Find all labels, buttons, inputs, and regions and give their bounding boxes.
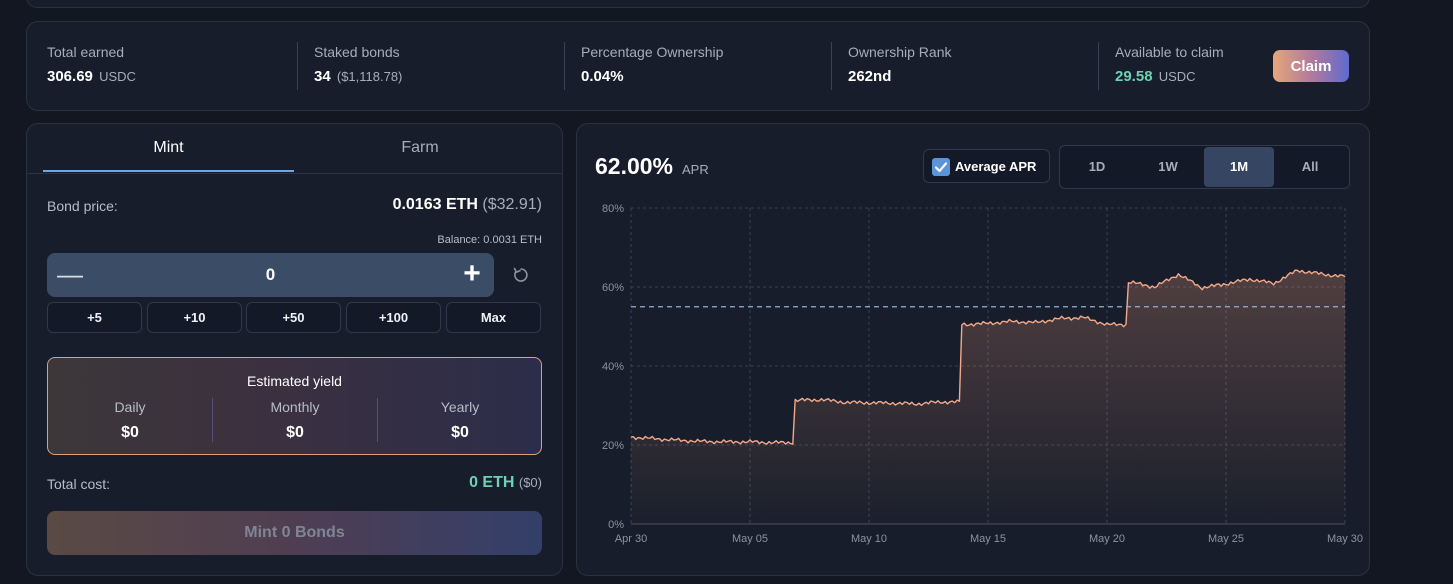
x-tick-label: May 05: [732, 533, 768, 545]
x-tick-label: Apr 30: [615, 533, 647, 545]
stat-ownership: Percentage Ownership 0.04%: [581, 44, 723, 85]
x-tick-label: May 10: [851, 533, 887, 545]
tab-mint[interactable]: Mint: [43, 124, 294, 172]
range-1m[interactable]: 1M: [1204, 147, 1274, 187]
quantity-stepper: — +: [47, 253, 494, 297]
claim-button[interactable]: Claim: [1273, 50, 1349, 82]
divider: [377, 398, 378, 442]
mint-bonds-button[interactable]: Mint 0 Bonds: [47, 511, 542, 555]
apr-area: [631, 270, 1345, 524]
total-cost-value: 0 ETH ($0): [469, 474, 542, 492]
quick-add-50[interactable]: +50: [246, 302, 341, 333]
stat-unit: ($1,118.78): [336, 69, 403, 84]
apr-line: [630, 269, 1346, 445]
stat-unit: USDC: [99, 69, 136, 84]
stat-label: Ownership Rank: [848, 44, 952, 60]
y-tick-label: 40%: [602, 361, 624, 373]
x-tick-label: May 20: [1089, 533, 1125, 545]
quick-add-100[interactable]: +100: [346, 302, 441, 333]
stat-label: Staked bonds: [314, 44, 400, 60]
bond-price-eth: 0.0163 ETH: [392, 196, 478, 213]
stat-total-earned: Total earned 306.69 USDC: [47, 44, 136, 85]
x-tick-label: May 25: [1208, 533, 1244, 545]
divider: [212, 398, 213, 442]
stat-value: 34: [314, 68, 331, 85]
yield-monthly: Monthly $0: [213, 399, 377, 442]
y-tick-label: 20%: [602, 440, 624, 452]
yield-title: Estimated yield: [247, 373, 342, 389]
apr-chart: 0% 20% 40% 60% 80% Apr 30 May 05 May 10 May 15 Ma…: [602, 203, 1363, 545]
stat-value: 262nd: [848, 68, 892, 85]
tabs-divider: [27, 173, 562, 174]
mint-panel: Mint Farm Bond price: 0.0163 ETH ($32.91…: [26, 123, 563, 576]
stat-value: 0.04%: [581, 68, 624, 85]
reset-icon[interactable]: [511, 265, 531, 285]
divider: [564, 42, 565, 90]
stat-label: Available to claim: [1115, 44, 1224, 60]
checkbox[interactable]: [932, 158, 950, 176]
stat-claimable: Available to claim 29.58 USDC: [1115, 44, 1224, 85]
yield-daily: Daily $0: [48, 399, 212, 442]
check-icon: [934, 162, 948, 173]
yield-label: Yearly: [440, 399, 480, 415]
apr-value: 62.00%: [595, 153, 674, 179]
stat-value: 29.58: [1115, 68, 1153, 85]
plus-icon: +: [463, 257, 481, 290]
bond-price-usd: ($32.91): [482, 196, 542, 213]
x-tick-label: May 15: [970, 533, 1006, 545]
stat-unit: USDC: [1158, 69, 1196, 84]
quantity-input[interactable]: [107, 261, 434, 289]
range-1w[interactable]: 1W: [1158, 159, 1178, 174]
yield-label: Monthly: [270, 399, 320, 415]
y-tick-label: 60%: [602, 282, 624, 294]
quick-add-10[interactable]: +10: [147, 302, 242, 333]
top-panel: [26, 0, 1370, 8]
y-tick-label: 80%: [602, 203, 624, 215]
stats-bar: Total earned 306.69 USDC Staked bonds 34…: [26, 21, 1370, 111]
total-cost-eth: 0 ETH: [469, 474, 515, 491]
yield-value: $0: [286, 424, 304, 441]
divider: [1098, 42, 1099, 90]
average-apr-label: Average APR: [955, 159, 1037, 174]
range-1d[interactable]: 1D: [1088, 159, 1106, 174]
time-range-selector: 1D 1W 1M All: [1059, 145, 1350, 189]
yield-yearly: Yearly $0: [378, 399, 542, 442]
average-apr-toggle[interactable]: Average APR: [923, 149, 1050, 183]
stat-label: Total earned: [47, 44, 125, 60]
yield-label: Daily: [114, 399, 146, 415]
total-cost-usd: ($0): [518, 475, 542, 490]
divider: [831, 42, 832, 90]
balance-text: Balance: 0.0031 ETH: [437, 234, 542, 246]
stat-label: Percentage Ownership: [581, 44, 724, 60]
apr-label: APR: [682, 162, 709, 177]
range-all[interactable]: All: [1301, 159, 1319, 174]
total-cost-label: Total cost:: [47, 476, 111, 492]
stat-rank: Ownership Rank 262nd: [848, 44, 952, 85]
quick-add-5[interactable]: +5: [47, 302, 142, 333]
stat-value: 306.69: [47, 68, 93, 85]
tab-farm[interactable]: Farm: [401, 139, 439, 156]
minus-icon: —: [57, 259, 83, 289]
yield-value: $0: [451, 424, 469, 441]
y-tick-label: 0%: [608, 519, 624, 531]
quick-add-max[interactable]: Max: [446, 302, 541, 333]
x-tick-label: May 30: [1327, 533, 1363, 545]
yield-value: $0: [121, 424, 139, 441]
bond-price-value: 0.0163 ETH ($32.91): [393, 196, 542, 214]
stat-staked-bonds: Staked bonds 34 ($1,118.78): [314, 44, 402, 85]
decrement-button[interactable]: —: [57, 259, 83, 290]
estimated-yield-box: Estimated yield Daily $0 Monthly $0 Year…: [47, 357, 542, 455]
divider: [297, 42, 298, 90]
increment-button[interactable]: +: [460, 259, 484, 289]
bond-price-label: Bond price:: [47, 198, 118, 214]
apr-chart-panel: 0% 20% 40% 60% 80% Apr 30 May 05 May 10 May 15 Ma…: [576, 123, 1370, 576]
